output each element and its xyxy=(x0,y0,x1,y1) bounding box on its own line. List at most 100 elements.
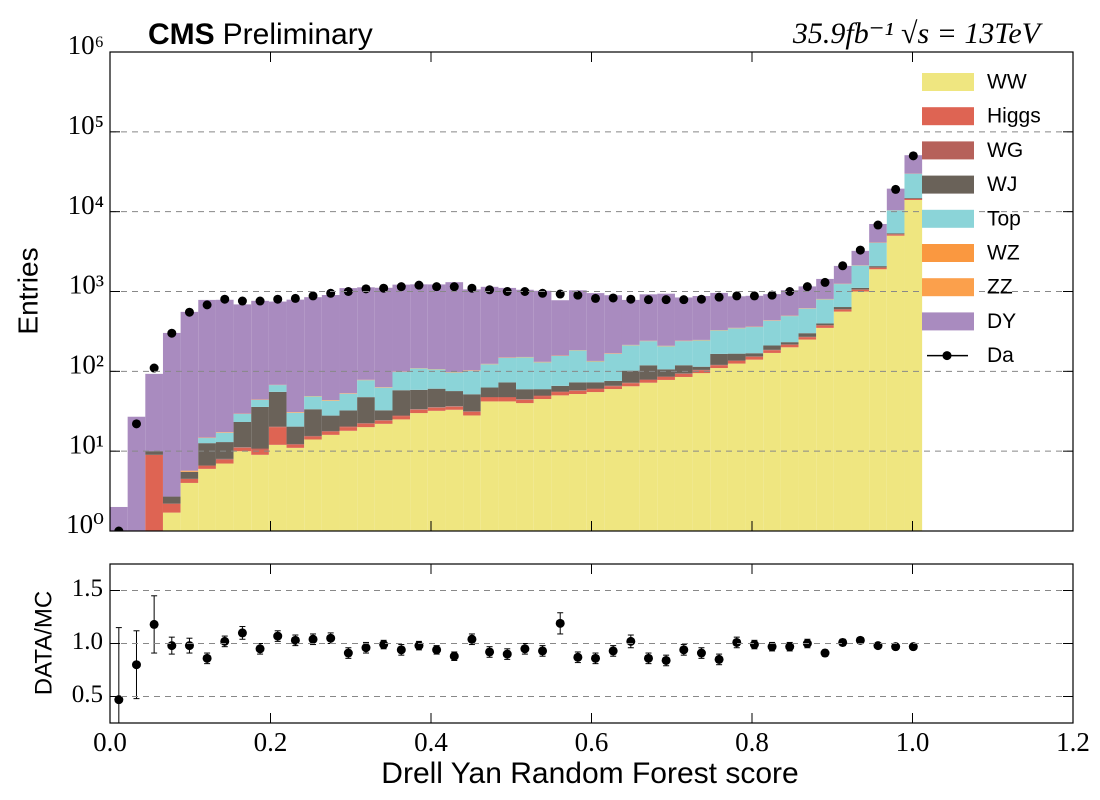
bar-segment xyxy=(339,426,358,428)
ratio-point xyxy=(820,648,830,658)
bar-segment xyxy=(339,410,358,427)
bar-segment xyxy=(410,413,428,531)
bar-segment xyxy=(215,459,234,464)
bar-segment xyxy=(851,250,870,266)
ratio-point xyxy=(908,642,918,652)
legend-label: WW xyxy=(987,71,1027,94)
bar-segment xyxy=(215,442,234,459)
ratio-point xyxy=(502,649,512,659)
bar-segment xyxy=(374,387,393,411)
bar-segment xyxy=(162,496,181,504)
bar-segment xyxy=(745,353,764,357)
bar-segment xyxy=(639,379,658,383)
bar-segment xyxy=(339,427,358,431)
bar-segment xyxy=(692,296,711,340)
ratio-point xyxy=(785,642,795,652)
bar-segment xyxy=(357,287,375,380)
bar-segment xyxy=(410,409,428,414)
bar-segment xyxy=(268,427,287,445)
data-point xyxy=(379,283,389,293)
ratio-point xyxy=(432,645,442,655)
bar-segment xyxy=(639,382,658,531)
data-point xyxy=(820,277,830,287)
data-point xyxy=(626,294,636,304)
ratio-point xyxy=(396,645,406,655)
bar-segment xyxy=(304,435,322,437)
bar-segment xyxy=(233,421,252,448)
data-point xyxy=(432,282,442,292)
bar-segment xyxy=(586,293,605,361)
bar-segment xyxy=(304,297,322,396)
bar-segment xyxy=(692,340,711,367)
y-tick-label: 1.0 xyxy=(72,628,103,655)
data-point xyxy=(732,291,742,301)
bar-segment xyxy=(268,301,287,385)
data-point xyxy=(661,295,671,305)
bar-segment xyxy=(816,278,834,299)
bar-segment xyxy=(427,410,446,531)
bar-segment xyxy=(586,388,605,390)
bar-segment xyxy=(463,415,481,531)
bar-segment xyxy=(869,267,887,270)
bar-segment xyxy=(604,380,622,386)
bar-segment xyxy=(145,454,163,531)
data-point xyxy=(767,290,777,300)
bar-segment xyxy=(533,396,552,400)
legend-label: Da xyxy=(987,344,1014,367)
bar-segment xyxy=(886,210,905,234)
data-point xyxy=(485,285,495,295)
bar-segment xyxy=(233,304,252,414)
bar-segment xyxy=(445,391,464,407)
bar-segment xyxy=(569,290,587,351)
data-point xyxy=(273,294,283,304)
ratio-point xyxy=(485,647,495,657)
bar-segment xyxy=(268,444,287,531)
bar-segment xyxy=(904,198,923,201)
bar-segment xyxy=(869,269,887,531)
data-point xyxy=(131,419,141,429)
bar-segment xyxy=(374,420,393,424)
y-tick-label: 10⁴ xyxy=(68,190,104,220)
bar-segment xyxy=(551,385,570,392)
bar-segment xyxy=(392,416,411,420)
bar-segment xyxy=(904,155,923,174)
bar-segment xyxy=(533,290,552,362)
data-point xyxy=(591,293,601,303)
bar-segment xyxy=(427,388,446,408)
bar-segment xyxy=(516,289,534,357)
x-tick-label: 0.8 xyxy=(735,727,769,757)
bar-segment xyxy=(339,288,358,394)
bar-segment xyxy=(463,289,481,371)
ratio-point xyxy=(714,654,724,664)
bar-segment xyxy=(551,395,570,531)
ratio-point xyxy=(732,637,742,647)
bar-segment xyxy=(498,357,517,383)
bar-segment xyxy=(480,387,499,397)
bar-segment xyxy=(604,386,622,390)
ratio-point xyxy=(273,631,283,641)
ratio-point xyxy=(184,641,194,651)
bar-segment xyxy=(621,345,640,371)
bar-segment xyxy=(621,299,640,345)
bar-segment xyxy=(374,420,393,421)
bar-segment xyxy=(851,265,870,288)
y-tick-label: 10³ xyxy=(69,270,104,300)
bar-segment xyxy=(198,443,216,466)
data-point xyxy=(714,292,724,302)
bar-segment xyxy=(833,309,852,312)
y-tick-label: 10⁵ xyxy=(68,110,104,140)
bar-segment xyxy=(480,397,499,402)
bar-segment xyxy=(286,443,305,445)
bar-segment xyxy=(710,368,728,531)
bar-segment xyxy=(321,434,340,531)
bar-segment xyxy=(198,465,216,469)
ratio-point xyxy=(538,646,548,656)
bar-segment xyxy=(551,392,570,396)
legend-swatch xyxy=(922,73,974,91)
bar-segment xyxy=(763,320,781,346)
ratio-point xyxy=(591,653,601,663)
bar-segment xyxy=(816,327,834,531)
bar-segment xyxy=(745,295,764,327)
bar-segment xyxy=(569,390,587,395)
bar-segment xyxy=(816,325,834,328)
